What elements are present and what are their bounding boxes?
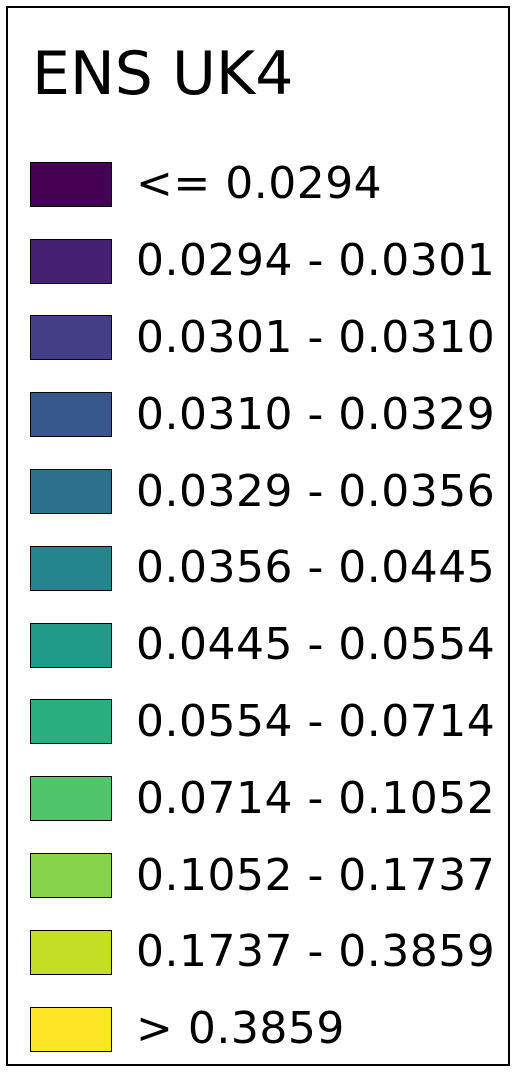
legend-item: > 0.3859: [30, 991, 495, 1068]
legend-swatch: [30, 622, 112, 668]
legend-label: 0.0329 - 0.0356: [136, 465, 496, 517]
legend-swatch: [30, 392, 112, 438]
legend-items: <= 0.0294 0.0294 - 0.0301 0.0301 - 0.031…: [30, 146, 495, 1068]
legend-label: 0.0714 - 0.1052: [136, 772, 496, 824]
legend-item: 0.1737 - 0.3859: [30, 914, 495, 991]
legend-swatch: [30, 1006, 112, 1052]
legend-swatch: [30, 929, 112, 975]
legend-swatch: [30, 315, 112, 361]
legend-label: <= 0.0294: [136, 158, 383, 210]
legend-swatch: [30, 545, 112, 591]
legend-label: 0.0301 - 0.0310: [136, 311, 496, 363]
legend-label: > 0.3859: [136, 1003, 345, 1055]
legend-swatch: [30, 699, 112, 745]
legend-swatch: [30, 853, 112, 899]
legend-label: 0.0356 - 0.0445: [136, 542, 496, 594]
legend-label: 0.0554 - 0.0714: [136, 695, 496, 747]
legend-item: 0.0714 - 0.1052: [30, 760, 495, 837]
legend-swatch: [30, 469, 112, 515]
map-legend: ENS UK4 <= 0.0294 0.0294 - 0.0301 0.0301…: [6, 6, 510, 1066]
legend-item: 0.0294 - 0.0301: [30, 223, 495, 300]
legend-item: 0.0329 - 0.0356: [30, 453, 495, 530]
legend-label: 0.1052 - 0.1737: [136, 849, 496, 901]
legend-item: 0.0301 - 0.0310: [30, 300, 495, 377]
legend-swatch: [30, 238, 112, 284]
legend-item: 0.0445 - 0.0554: [30, 607, 495, 684]
legend-item: 0.0356 - 0.0445: [30, 530, 495, 607]
legend-label: 0.1737 - 0.3859: [136, 926, 496, 978]
legend-item: 0.1052 - 0.1737: [30, 837, 495, 914]
legend-swatch: [30, 776, 112, 822]
legend-swatch: [30, 161, 112, 207]
legend-item: 0.0554 - 0.0714: [30, 684, 495, 761]
legend-title: ENS UK4: [32, 39, 294, 109]
legend-label: 0.0310 - 0.0329: [136, 388, 496, 440]
legend-label: 0.0445 - 0.0554: [136, 619, 496, 671]
legend-item: 0.0310 - 0.0329: [30, 376, 495, 453]
legend-item: <= 0.0294: [30, 146, 495, 223]
legend-label: 0.0294 - 0.0301: [136, 235, 496, 287]
